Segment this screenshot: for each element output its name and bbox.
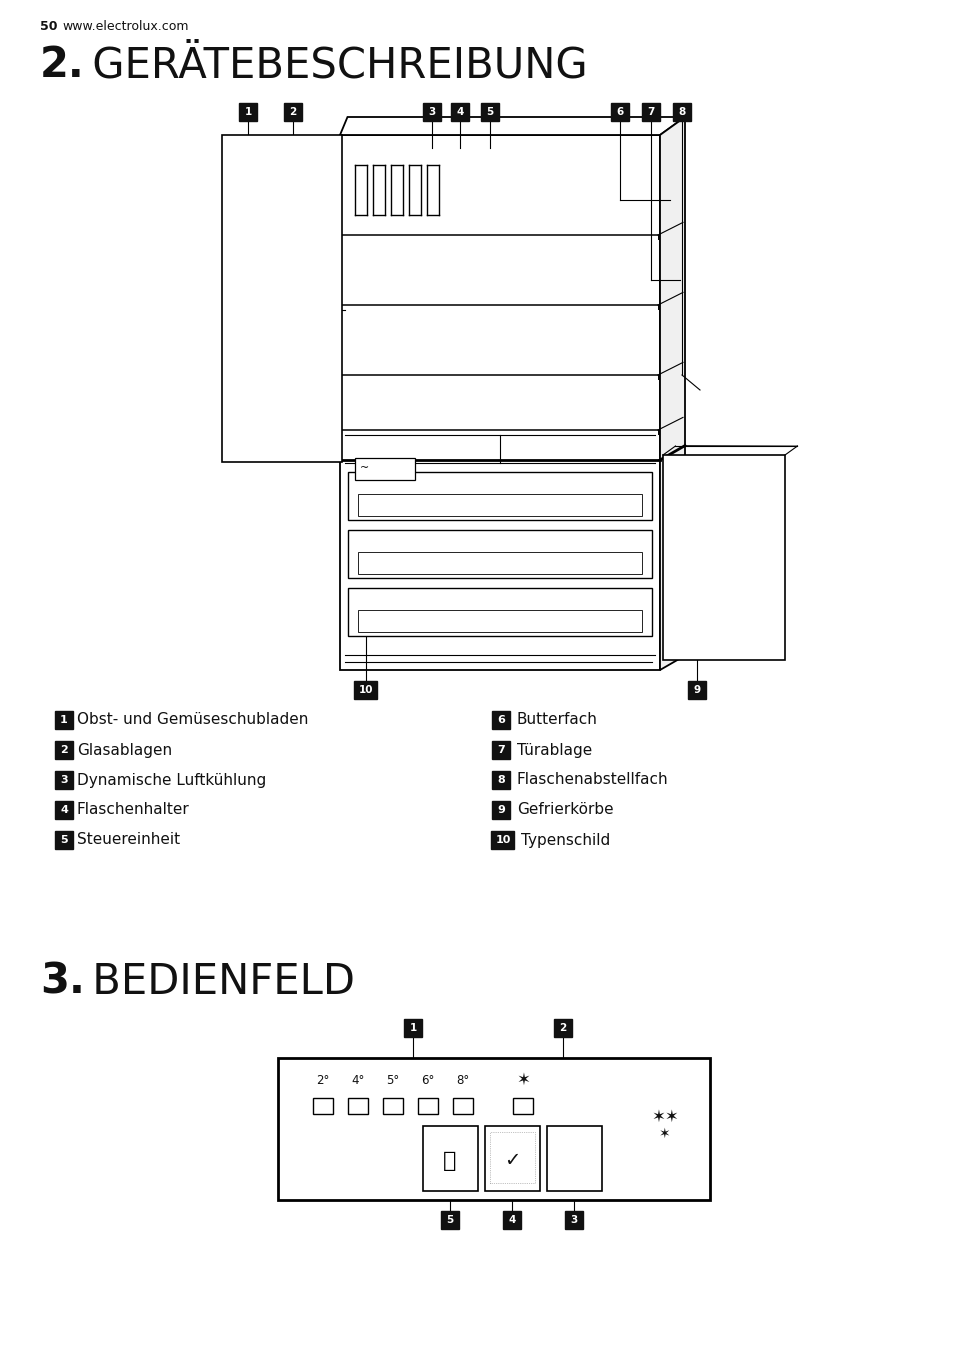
Text: 2: 2: [289, 107, 296, 118]
Text: www.electrolux.com: www.electrolux.com: [62, 19, 189, 32]
FancyBboxPatch shape: [491, 831, 514, 849]
Polygon shape: [348, 530, 651, 579]
Text: 7: 7: [647, 107, 654, 118]
Bar: [348, 1098, 368, 1114]
Bar: [513, 1098, 533, 1114]
Text: 5°: 5°: [386, 1073, 399, 1087]
Text: Butterfach: Butterfach: [517, 713, 598, 727]
FancyBboxPatch shape: [610, 103, 628, 120]
FancyBboxPatch shape: [239, 103, 256, 120]
Text: ~: ~: [360, 462, 369, 473]
Text: 50: 50: [40, 19, 57, 32]
FancyBboxPatch shape: [55, 711, 73, 729]
Text: Typenschild: Typenschild: [520, 833, 610, 848]
Text: 6: 6: [616, 107, 623, 118]
Text: 1: 1: [60, 715, 68, 725]
Text: Glasablagen: Glasablagen: [77, 742, 172, 757]
Bar: [484, 1126, 539, 1191]
FancyBboxPatch shape: [355, 681, 377, 699]
FancyBboxPatch shape: [55, 771, 73, 790]
FancyBboxPatch shape: [284, 103, 302, 120]
Text: GERÄTEBESCHREIBUNG: GERÄTEBESCHREIBUNG: [79, 45, 587, 87]
FancyBboxPatch shape: [55, 831, 73, 849]
Text: Flaschenhalter: Flaschenhalter: [77, 803, 190, 818]
FancyBboxPatch shape: [55, 800, 73, 819]
Text: 10: 10: [495, 836, 510, 845]
Text: 2: 2: [558, 1023, 566, 1033]
Bar: [422, 1126, 477, 1191]
FancyBboxPatch shape: [403, 1019, 421, 1037]
Polygon shape: [662, 456, 784, 660]
FancyBboxPatch shape: [564, 1211, 582, 1229]
Text: 5: 5: [60, 836, 68, 845]
Text: 3: 3: [428, 107, 436, 118]
Bar: [490, 1132, 535, 1183]
Text: 10: 10: [358, 685, 373, 695]
FancyBboxPatch shape: [422, 103, 440, 120]
Text: BEDIENFELD: BEDIENFELD: [79, 961, 355, 1003]
Text: 4: 4: [508, 1215, 516, 1225]
Text: 3: 3: [60, 775, 68, 786]
FancyBboxPatch shape: [687, 681, 705, 699]
Bar: [277, 1059, 709, 1201]
FancyBboxPatch shape: [554, 1019, 572, 1037]
FancyBboxPatch shape: [55, 741, 73, 758]
Bar: [313, 1098, 333, 1114]
FancyBboxPatch shape: [492, 800, 510, 819]
Bar: [546, 1126, 601, 1191]
Text: 2: 2: [60, 745, 68, 754]
Text: Obst- und Gemüseschubladen: Obst- und Gemüseschubladen: [77, 713, 308, 727]
Text: 8: 8: [678, 107, 685, 118]
Polygon shape: [348, 588, 651, 635]
Text: ✶: ✶: [659, 1128, 670, 1141]
Text: ✶✶: ✶✶: [651, 1109, 679, 1126]
Bar: [417, 1098, 437, 1114]
Polygon shape: [339, 118, 684, 135]
Text: 4°: 4°: [351, 1073, 364, 1087]
Text: Gefrierkörbe: Gefrierkörbe: [517, 803, 613, 818]
FancyBboxPatch shape: [641, 103, 659, 120]
Text: 2°: 2°: [316, 1073, 330, 1087]
Polygon shape: [659, 118, 684, 671]
Text: 7: 7: [497, 745, 504, 754]
Text: Steuereinheit: Steuereinheit: [77, 833, 180, 848]
Polygon shape: [348, 472, 651, 521]
Polygon shape: [339, 135, 659, 671]
FancyBboxPatch shape: [672, 103, 690, 120]
Text: 4: 4: [456, 107, 463, 118]
FancyBboxPatch shape: [451, 103, 469, 120]
Text: 9: 9: [693, 685, 700, 695]
Text: ✓: ✓: [503, 1152, 519, 1171]
Text: Türablage: Türablage: [517, 742, 592, 757]
Text: ✶: ✶: [516, 1071, 529, 1088]
Text: 3: 3: [570, 1215, 577, 1225]
Text: Dynamische Luftkühlung: Dynamische Luftkühlung: [77, 772, 266, 787]
Text: 3.: 3.: [40, 961, 85, 1003]
Bar: [355, 458, 415, 480]
FancyBboxPatch shape: [492, 741, 510, 758]
Text: 5: 5: [446, 1215, 453, 1225]
Text: 9: 9: [497, 804, 504, 815]
FancyBboxPatch shape: [502, 1211, 520, 1229]
Text: 6°: 6°: [421, 1073, 435, 1087]
FancyBboxPatch shape: [480, 103, 498, 120]
Polygon shape: [222, 135, 341, 462]
Text: 🌡: 🌡: [443, 1151, 456, 1171]
Text: 2.: 2.: [40, 45, 85, 87]
Text: 4: 4: [60, 804, 68, 815]
Text: 1: 1: [244, 107, 252, 118]
Text: 8: 8: [497, 775, 504, 786]
FancyBboxPatch shape: [492, 711, 510, 729]
Text: 5: 5: [486, 107, 493, 118]
Text: 8°: 8°: [456, 1073, 469, 1087]
Text: 1: 1: [409, 1023, 416, 1033]
FancyBboxPatch shape: [492, 771, 510, 790]
Bar: [382, 1098, 402, 1114]
Text: 6: 6: [497, 715, 504, 725]
Bar: [453, 1098, 473, 1114]
Text: Flaschenabstellfach: Flaschenabstellfach: [517, 772, 668, 787]
FancyBboxPatch shape: [440, 1211, 458, 1229]
